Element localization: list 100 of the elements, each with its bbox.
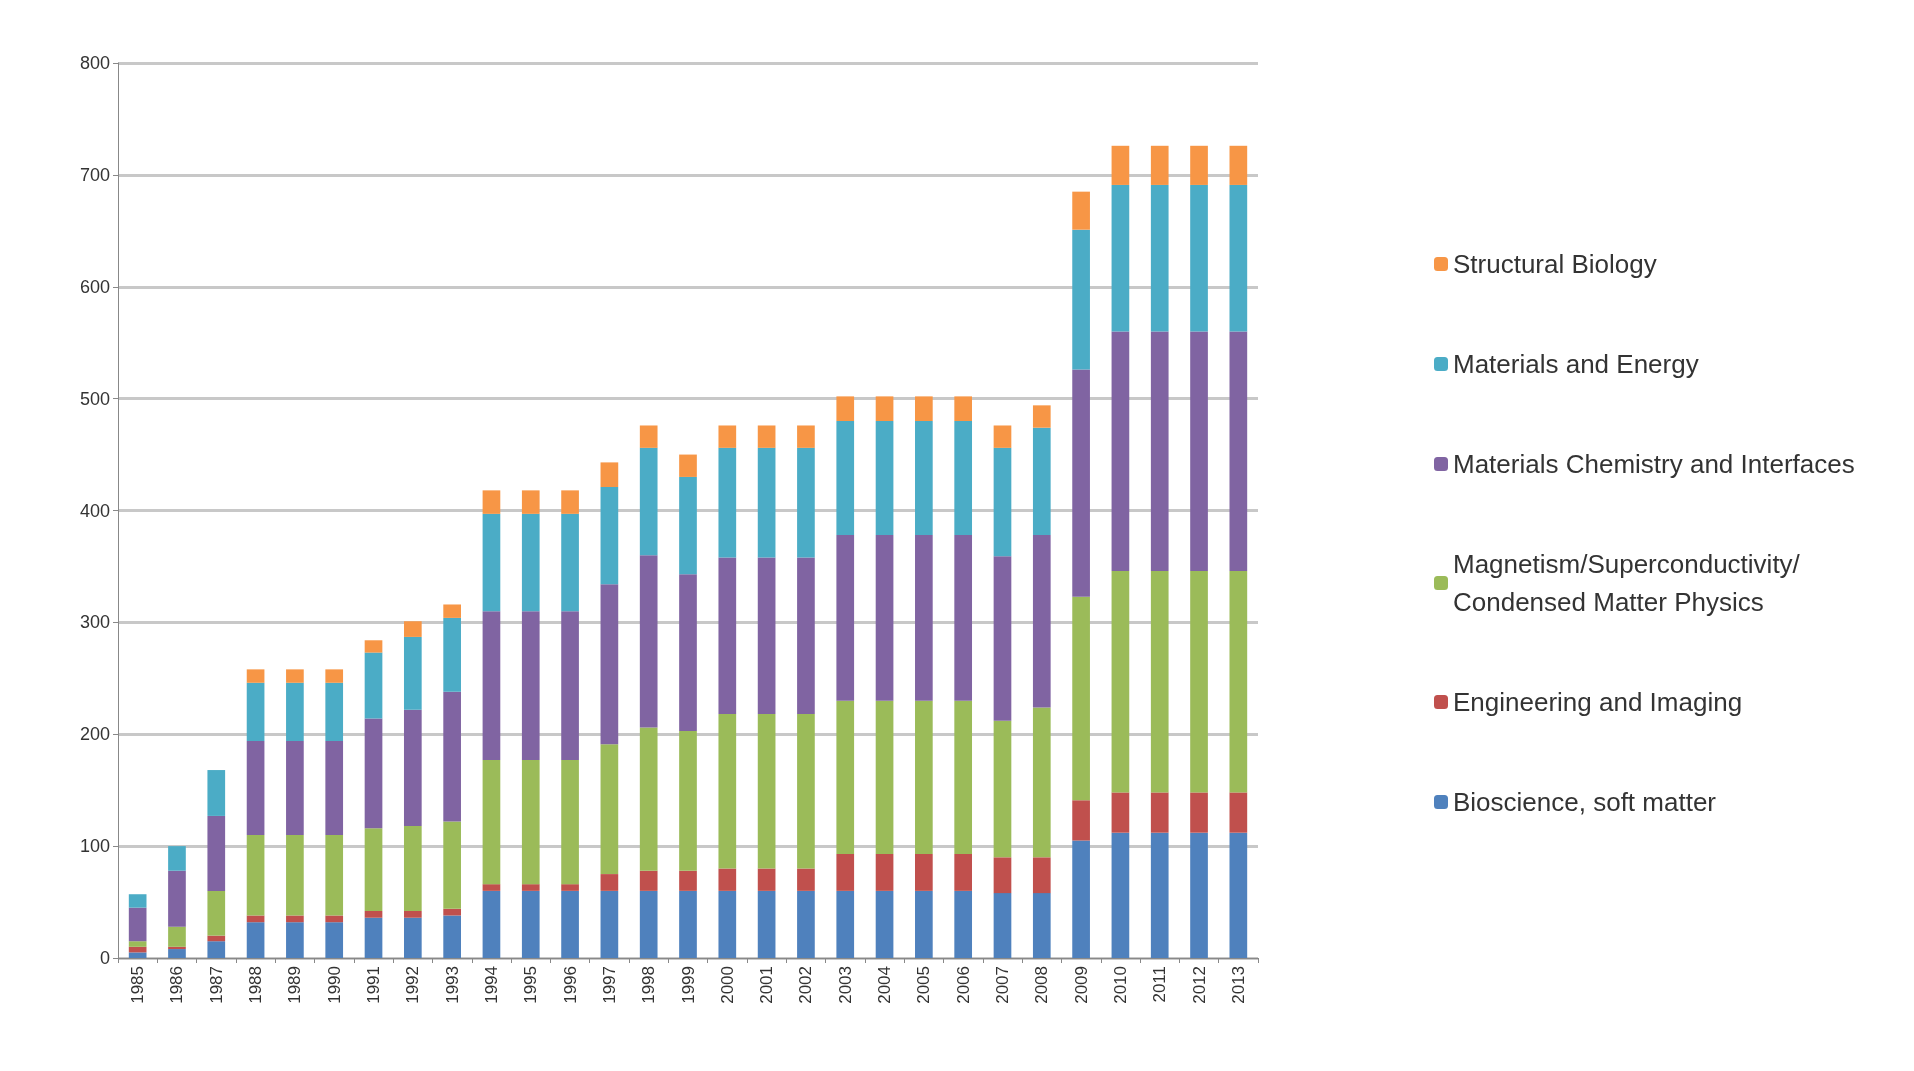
bar <box>797 557 815 715</box>
legend-label: Structural Biology <box>1453 249 1657 279</box>
bar <box>954 396 973 421</box>
bar <box>1072 369 1090 597</box>
bar <box>325 740 344 835</box>
bar <box>403 621 422 637</box>
bar <box>1190 331 1208 571</box>
bar <box>403 911 422 918</box>
bar <box>443 691 461 822</box>
bar <box>246 915 265 923</box>
bar <box>993 720 1012 858</box>
y-tick-label: 700 <box>79 164 110 185</box>
bar <box>364 911 383 918</box>
bar <box>1190 792 1208 833</box>
bar <box>797 868 815 891</box>
bar <box>1032 893 1051 958</box>
bar <box>443 617 461 692</box>
bar <box>600 584 619 745</box>
x-tick-label: 2012 <box>1189 966 1209 1004</box>
bar <box>639 870 658 891</box>
x-tick-label: 2010 <box>1110 966 1130 1004</box>
bar <box>364 718 383 829</box>
bar <box>718 425 737 448</box>
bar <box>207 815 226 891</box>
bar <box>836 421 855 536</box>
bar <box>1111 832 1130 958</box>
bar <box>915 396 933 421</box>
bar <box>1072 596 1090 801</box>
bar <box>521 611 540 760</box>
bar <box>207 935 226 942</box>
bar <box>600 487 619 585</box>
bar <box>1072 800 1090 841</box>
bar <box>286 915 304 923</box>
y-tick-label: 200 <box>79 724 110 745</box>
bar <box>325 682 344 741</box>
bar <box>364 640 383 653</box>
bar <box>482 490 501 514</box>
bar <box>521 759 540 885</box>
bar <box>561 890 579 958</box>
bar <box>875 700 894 854</box>
bar <box>443 604 461 618</box>
bar <box>915 700 933 854</box>
bar <box>797 447 815 558</box>
bar <box>718 557 737 715</box>
x-tick-label: 2007 <box>992 966 1012 1004</box>
bar <box>128 946 147 953</box>
bar <box>679 574 697 731</box>
bar <box>364 917 383 958</box>
bar <box>1072 191 1090 230</box>
bar <box>757 714 776 869</box>
bar <box>1229 184 1248 332</box>
bar <box>1229 331 1248 571</box>
y-tick-label: 100 <box>79 836 110 857</box>
x-tick-label: 1988 <box>246 966 266 1004</box>
x-tick-label: 2005 <box>914 966 934 1004</box>
bar <box>993 893 1012 958</box>
bar <box>286 682 304 741</box>
y-tick-label: 0 <box>99 948 110 968</box>
bar <box>718 714 737 869</box>
bar <box>718 868 737 891</box>
y-tick-label: 800 <box>79 53 110 73</box>
bar <box>128 894 147 908</box>
bar <box>993 857 1012 894</box>
bar <box>1229 832 1248 958</box>
bar <box>954 535 973 701</box>
bar <box>561 490 579 514</box>
bar <box>836 890 855 958</box>
x-tick-label: 2008 <box>1032 966 1052 1004</box>
bar <box>207 770 226 816</box>
bar <box>443 915 461 958</box>
bar <box>403 825 422 912</box>
legend-label: Materials Chemistry and Interfaces <box>1453 449 1855 479</box>
bar <box>246 922 265 958</box>
bar <box>1190 570 1208 793</box>
bar <box>875 421 894 536</box>
x-tick-label: 2006 <box>953 966 973 1004</box>
x-tick-label: 1995 <box>521 966 541 1004</box>
bar <box>403 709 422 826</box>
bar <box>993 425 1012 448</box>
x-tick-label: 2000 <box>717 966 737 1004</box>
bar <box>797 714 815 869</box>
bar <box>836 396 855 421</box>
bar <box>207 890 226 936</box>
bar <box>639 890 658 958</box>
y-tick-label: 600 <box>79 276 110 297</box>
bar <box>600 890 619 958</box>
bar <box>246 682 265 741</box>
bar <box>286 740 304 835</box>
legend-label: Bioscience, soft matter <box>1453 787 1717 817</box>
bar <box>797 425 815 448</box>
bar <box>1150 331 1169 571</box>
bar <box>954 700 973 854</box>
x-tick-label: 1991 <box>364 966 384 1004</box>
x-tick-label: 2004 <box>875 966 895 1004</box>
bar <box>993 447 1012 557</box>
bar <box>797 890 815 958</box>
x-tick-label: 1994 <box>481 966 501 1004</box>
bar <box>679 476 697 575</box>
bar <box>561 611 579 760</box>
bar <box>325 922 344 958</box>
